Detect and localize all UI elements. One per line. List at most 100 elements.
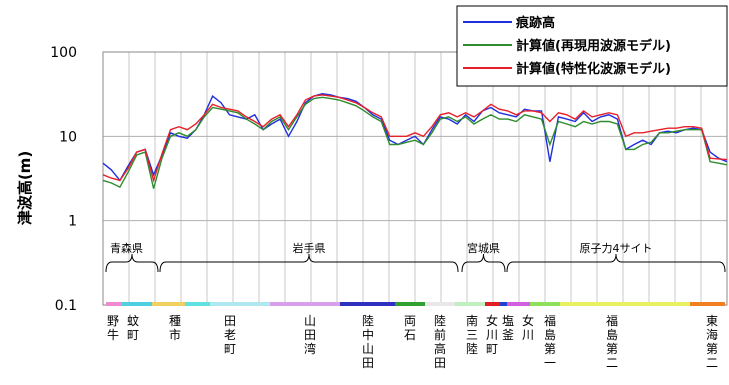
place-label-char: 田 [362,356,374,370]
place-label-char: 町 [224,342,236,356]
place-label-char: 陸 [362,314,374,328]
place-label-char: 二 [606,356,618,370]
place-label-char: 市 [169,327,181,342]
location-segment [152,302,185,306]
y-tick-label: 1 [68,214,77,230]
place-label-char: 川 [522,328,534,342]
place-label-char: 三 [466,328,478,342]
place-label-char: 陸 [434,314,446,328]
place-label-char: 福 [544,313,556,328]
y-tick-label: 0.1 [55,298,77,314]
place-label-char: 島 [544,327,556,342]
region-brackets: 青森県 岩手県 宮城県 原子力4サイト [105,241,726,273]
place-label-char: 女 [522,313,534,328]
series-line [102,94,728,183]
place-label-char: 山 [362,342,374,356]
place-label-char: 田 [434,356,446,370]
location-segment [106,302,122,306]
place-label: 両石 [404,314,416,342]
region-bracket [506,253,726,273]
place-label: 南三陸 [466,313,478,356]
location-segment [530,302,560,306]
location-segment [122,302,152,306]
place-label-char: 東 [706,314,718,328]
region-bracket [159,253,459,273]
location-labels: 野牛蚊町種市田老町山田湾陸中山田両石陸前高田南三陸女川町塩釜女川福島第一福島第二… [107,313,718,370]
place-label-char: 二 [706,356,718,370]
place-label: 女川 [522,313,534,342]
location-segment [500,302,507,306]
place-label-char: 牛 [107,327,119,342]
place-label: 陸前高田 [434,314,446,370]
location-segment [507,302,530,306]
place-label-char: 山 [304,314,316,328]
place-label-char: 第 [706,342,718,356]
location-segment [485,302,500,306]
place-label-char: 南 [466,313,478,328]
location-segment [425,302,455,306]
place-label: 種市 [169,314,181,342]
region-label: 青森県 [110,241,143,255]
region-bracket [461,253,506,273]
series-lines [102,92,728,189]
place-label-char: 島 [606,327,618,342]
place-label-char: 両 [404,314,416,328]
legend-label: 痕跡高 [515,15,555,31]
place-label-char: 石 [404,328,416,342]
location-segment [270,302,340,306]
place-label-char: 町 [127,328,139,342]
place-label-char: 陸 [466,342,478,356]
place-label-char: 海 [706,327,718,342]
place-label-char: 前 [434,327,446,342]
location-segment [560,302,690,306]
location-segment [395,302,425,306]
y-axis: 0.1 1 10 100 [50,45,77,314]
place-label-char: 野 [107,314,119,328]
location-color-bar [106,302,725,306]
place-label-char: 田 [224,314,236,328]
place-label-char: 中 [362,327,374,342]
place-label-char: 湾 [304,341,316,356]
place-label: 塩釜 [502,313,514,342]
y-tick-label: 100 [50,45,77,61]
y-tick-label: 10 [59,129,77,145]
legend-label: 計算値(再現用波源モデル) [516,38,671,54]
place-label-char: 種 [169,314,181,328]
y-axis-label: 津波高(m) [16,151,34,225]
location-segment [185,302,210,306]
region-label: 原子力4サイト [580,242,653,255]
place-label-char: 第 [606,342,618,356]
place-label-char: 福 [606,313,618,328]
place-label: 山田湾 [304,314,316,356]
place-label: 田老町 [224,314,236,356]
place-label: 蚊町 [127,313,139,342]
place-label-char: 蚊 [127,313,139,328]
series-line [102,96,728,189]
place-label-char: 一 [544,356,556,370]
place-label-char: 釜 [502,327,514,342]
region-label: 岩手県 [293,241,326,255]
place-label-char: 田 [304,328,316,342]
place-label: 福島第二 [606,313,618,370]
place-label: 野牛 [107,314,119,342]
location-segment [340,302,395,306]
place-label: 女川町 [486,313,498,356]
place-label-char: 老 [224,328,236,342]
place-label-char: 川 [486,328,498,342]
region-label: 宮城県 [467,241,500,255]
grid-lines [102,51,728,306]
place-label-char: 女 [486,313,498,328]
location-segment [455,302,485,306]
place-label: 陸中山田 [362,314,374,370]
place-label-char: 塩 [502,313,514,328]
legend-label: 計算値(特性化波源モデル) [516,61,671,77]
region-bracket [105,253,159,273]
place-label-char: 町 [486,342,498,356]
place-label: 東海第二 [706,314,718,370]
location-segment [690,302,725,306]
location-segment [210,302,270,306]
place-label: 福島第一 [544,313,556,370]
place-label-char: 第 [544,342,556,356]
